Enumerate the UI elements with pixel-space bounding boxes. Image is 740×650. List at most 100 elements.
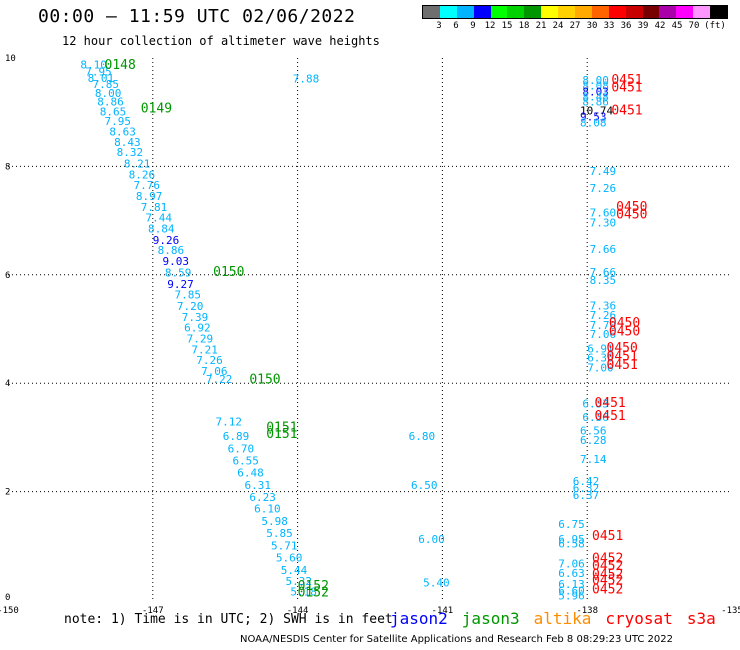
y-tick-label: 0 <box>5 593 10 603</box>
color-scale-label: 12 <box>484 21 496 31</box>
swh-value: 6.36 <box>582 411 609 424</box>
swh-value: 7.70 <box>590 319 617 332</box>
swh-value: 6.48 <box>237 466 264 479</box>
swh-value: 7.39 <box>182 311 209 324</box>
pass-time-label: 0151 <box>266 427 297 442</box>
color-scale-label: 42 <box>654 21 666 31</box>
swh-value: 5.18 <box>290 586 317 599</box>
swh-value: 7.95 <box>105 115 131 128</box>
chart-subtitle: 12 hour collection of altimeter wave hei… <box>62 34 380 48</box>
swh-value: 5.60 <box>276 552 303 565</box>
x-tick-label: -141 <box>432 606 454 616</box>
pass-time-label: 0148 <box>105 58 136 73</box>
legend-altika: altika <box>533 609 592 628</box>
y-tick-label: 4 <box>5 379 10 389</box>
color-swatch <box>642 6 660 18</box>
swh-value: 8.86 <box>97 96 124 109</box>
swh-value: 6.00 <box>418 533 445 546</box>
swh-value: 6.55 <box>232 455 259 468</box>
swh-value: 7.12 <box>216 415 243 428</box>
swh-value: 8.08 <box>582 79 609 92</box>
color-swatch <box>710 6 728 18</box>
color-swatch <box>439 6 457 18</box>
x-tick-label: -147 <box>142 606 164 616</box>
swh-value: 7.30 <box>590 217 617 230</box>
pass-time-label: 0450 <box>616 200 647 215</box>
color-swatch <box>524 6 542 18</box>
x-tick-label: -135 <box>721 606 740 616</box>
swh-value: 5.40 <box>423 576 450 589</box>
color-swatch <box>456 6 474 18</box>
swh-value: 6.32 <box>573 482 600 495</box>
swh-value: 9.03 <box>162 255 189 268</box>
swh-value: 7.06 <box>590 328 617 341</box>
pass-time-label: 0149 <box>141 102 172 117</box>
swh-value: 8.26 <box>129 168 156 181</box>
swh-value: 8.01 <box>88 72 115 85</box>
swh-value: 6.13 <box>558 578 585 591</box>
pass-time-label: 0451 <box>592 529 623 544</box>
legend-note: note: 1) Time is in UTC; 2) SWH is in fe… <box>64 612 393 627</box>
color-swatch <box>507 6 525 18</box>
swh-value: 6.28 <box>580 434 607 447</box>
swh-value: 8.86 <box>582 96 609 109</box>
swh-value: 7.14 <box>580 453 607 466</box>
color-scale-label: 33 <box>603 21 615 31</box>
color-scale-label: 45 <box>671 21 683 31</box>
x-tick-label: -138 <box>576 606 598 616</box>
swh-value: 7.21 <box>191 343 218 356</box>
swh-value: 6.89 <box>223 430 250 443</box>
color-swatch <box>541 6 559 18</box>
swh-value: 5.32 <box>286 575 313 588</box>
swh-value: 6.95 <box>558 533 585 546</box>
swh-value: 5.96 <box>558 589 585 602</box>
pass-time-label: 0451 <box>611 73 642 88</box>
swh-value: 7.22 <box>206 373 233 386</box>
swh-value: 7.20 <box>177 300 204 313</box>
legend-s3a: s3a <box>686 609 716 628</box>
grid-lines <box>8 58 732 600</box>
swh-value: 6.63 <box>558 567 585 580</box>
color-swatch <box>608 6 626 18</box>
swh-value: 6.33 <box>582 398 609 411</box>
swh-value: 6.10 <box>254 503 281 516</box>
pass-time-label: 0150 <box>249 373 280 388</box>
swh-value: 8.84 <box>148 223 175 236</box>
swh-value: 6.70 <box>228 443 255 456</box>
pass-time-label: 0152 <box>298 579 329 594</box>
color-scale-label: 21 <box>535 21 547 31</box>
swh-value: 6.91 <box>587 342 614 355</box>
pass-time-label: 0450 <box>609 316 640 331</box>
color-swatch <box>558 6 576 18</box>
color-scale-label: 27 <box>569 21 581 31</box>
swh-value: 8.48 <box>582 90 609 103</box>
swh-value: 8.03 <box>582 85 609 98</box>
pass-time-label: 0452 <box>592 552 623 567</box>
swh-value: 7.88 <box>293 72 320 85</box>
swh-value: 6.31 <box>245 479 271 492</box>
swh-value: 7.36 <box>590 299 617 312</box>
color-scale-label: 70 <box>688 21 700 31</box>
swh-value: 7.60 <box>590 206 617 219</box>
swh-value: 8.00 <box>582 74 609 87</box>
swh-value: 7.81 <box>141 201 168 214</box>
pass-time-label: 0450 <box>616 207 647 222</box>
swh-value: 9.27 <box>167 278 194 291</box>
pass-time-label: 0452 <box>592 567 623 582</box>
swh-value: 8.35 <box>590 274 617 287</box>
pass-time-label: 0452 <box>592 582 623 597</box>
color-swatch <box>473 6 491 18</box>
swh-value: 6.80 <box>409 430 436 443</box>
color-scale-label: 9 <box>470 21 476 31</box>
swh-value: 8.97 <box>136 190 163 203</box>
swh-value: 6.60 <box>558 585 585 598</box>
swh-value: 7.26 <box>196 354 223 367</box>
pass-time-label: 0451 <box>611 103 642 118</box>
swh-value: 6.36 <box>587 352 614 365</box>
swh-value: 6.56 <box>580 425 607 438</box>
swh-value: 5.98 <box>261 515 288 528</box>
color-swatch <box>676 6 694 18</box>
swh-value: 6.42 <box>573 475 600 488</box>
swh-values: 8.107.958.017.858.008.868.657.958.638.43… <box>80 58 616 602</box>
